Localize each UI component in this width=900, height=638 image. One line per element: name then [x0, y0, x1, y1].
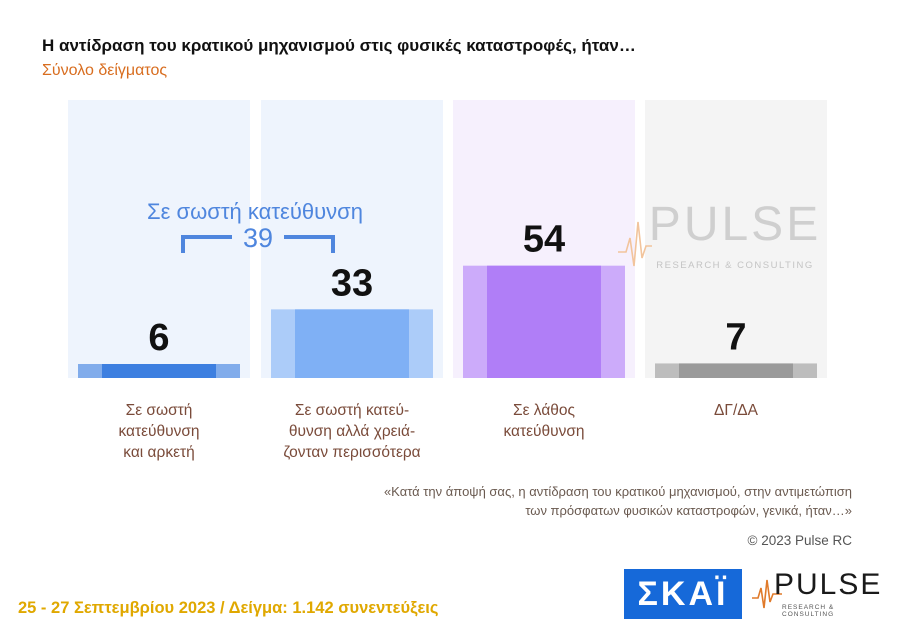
watermark-word: PULSE [649, 198, 821, 251]
pulse-logo: PULSE RESEARCH & CONSULTING [752, 566, 888, 622]
group-annotation-value: 39 [243, 223, 273, 253]
bar-chart: 6 33 54 7 PULSE RESEARCH & CONSULTING Σε σωστή… [68, 100, 827, 378]
category-label-line: κατεύθυνση [118, 423, 200, 440]
bar-2 [295, 309, 409, 378]
survey-footer: 25 - 27 Σεπτεμβρίου 2023 / Δείγμα: 1.142… [18, 599, 439, 617]
category-label-line: Σε λάθος [513, 402, 575, 419]
bar-4 [679, 363, 793, 378]
pulse-logo-tagline: RESEARCH & CONSULTING [782, 604, 835, 618]
bar-1 [102, 364, 216, 378]
category-label-4: ΔΓ/ΔΑ [646, 400, 826, 421]
data-label-4: 7 [725, 316, 746, 358]
data-label-1: 6 [148, 317, 169, 359]
group-annotation-label: Σε σωστή κατεύθυνση [147, 199, 363, 224]
data-label-2: 33 [331, 262, 373, 304]
bar-panel-4 [645, 100, 827, 378]
category-label-line: Σε σωστή κατεύ- [294, 402, 410, 419]
category-label-1: Σε σωστή κατεύθυνση και αρκετή [69, 400, 249, 463]
category-label-line: κατεύθυνση [503, 423, 585, 440]
category-label-3: Σε λάθος κατεύθυνση [454, 400, 634, 442]
copyright: © 2023 Pulse RC [747, 533, 853, 548]
pulse-logo-word: PULSE [774, 568, 883, 601]
watermark-tagline: RESEARCH & CONSULTING [656, 260, 813, 271]
question-text: «Κατά την άποψή σας, η αντίδραση του κρα… [383, 484, 852, 518]
category-label-2: Σε σωστή κατεύ-θυνση αλλά χρειά-ζονταν π… [262, 400, 442, 463]
category-label-line: Σε σωστή [125, 402, 193, 419]
category-label-line: θυνση αλλά χρειά- [288, 423, 416, 440]
data-label-3: 54 [523, 219, 565, 261]
chart-subtitle: Σύνολο δείγματος [42, 62, 168, 79]
group-bracket-right [284, 235, 335, 253]
chart-title: Η αντίδραση του κρατικού μηχανισμού στις… [42, 36, 636, 55]
skai-logo: ΣΚΑΪ [624, 569, 742, 619]
category-label-line: και αρκετή [123, 444, 195, 461]
bar-3 [487, 265, 601, 378]
pulse-wave-icon [752, 579, 782, 609]
category-label-line: ζονταν περισσότερα [283, 444, 421, 461]
category-label-line: ΔΓ/ΔΑ [714, 402, 758, 419]
group-bracket-left [181, 235, 232, 253]
watermark-wave-icon [618, 221, 652, 267]
